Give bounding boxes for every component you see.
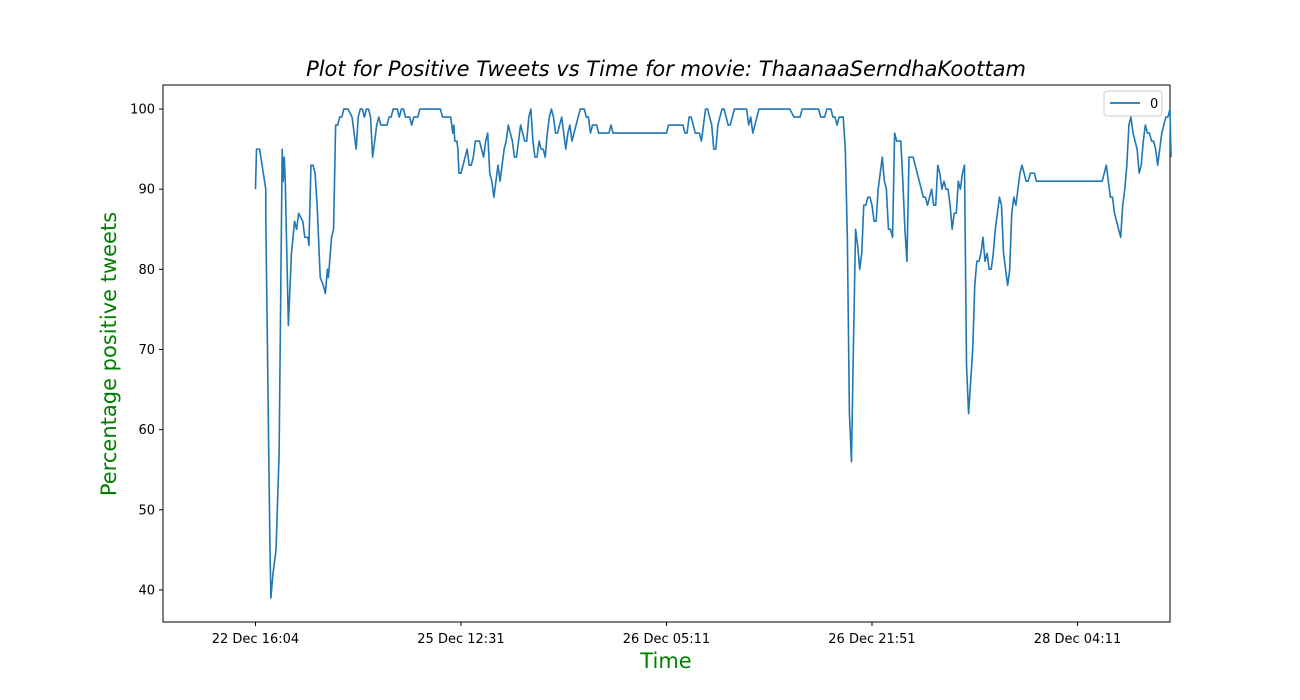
y-tick-label: 80 bbox=[138, 263, 155, 278]
y-tick-label: 40 bbox=[138, 583, 155, 598]
y-tick-label: 100 bbox=[130, 103, 155, 118]
x-axis-ticks: 22 Dec 16:04 25 Dec 12:31 26 Dec 05:11 26 D… bbox=[212, 622, 1121, 647]
x-tick-label: 22 Dec 16:04 bbox=[212, 632, 299, 647]
x-tick-label: 26 Dec 21:51 bbox=[828, 632, 915, 647]
plot-area: 40 50 60 70 80 90 100 22 Dec 16:04 25 Dec 12:31… bbox=[130, 84, 1172, 647]
y-tick-label: 50 bbox=[138, 503, 155, 518]
x-tick-label: 28 Dec 04:11 bbox=[1034, 632, 1121, 647]
legend-entry-0: 0 bbox=[1150, 97, 1158, 112]
x-tick-label: 26 Dec 05:11 bbox=[623, 632, 710, 647]
legend: 0 bbox=[1103, 90, 1163, 117]
y-tick-label: 90 bbox=[138, 183, 155, 198]
series-line-0 bbox=[254, 108, 1172, 599]
x-axis-label: Time bbox=[639, 649, 691, 673]
y-tick-label: 70 bbox=[138, 343, 155, 358]
chart-title: Plot for Positive Tweets vs Time for mov… bbox=[306, 57, 1026, 81]
y-axis-label: Percentage positive tweets bbox=[97, 212, 121, 496]
x-tick-label: 25 Dec 12:31 bbox=[417, 632, 504, 647]
y-axis-ticks: 40 50 60 70 80 90 100 bbox=[130, 103, 163, 598]
y-tick-label: 60 bbox=[138, 423, 155, 438]
